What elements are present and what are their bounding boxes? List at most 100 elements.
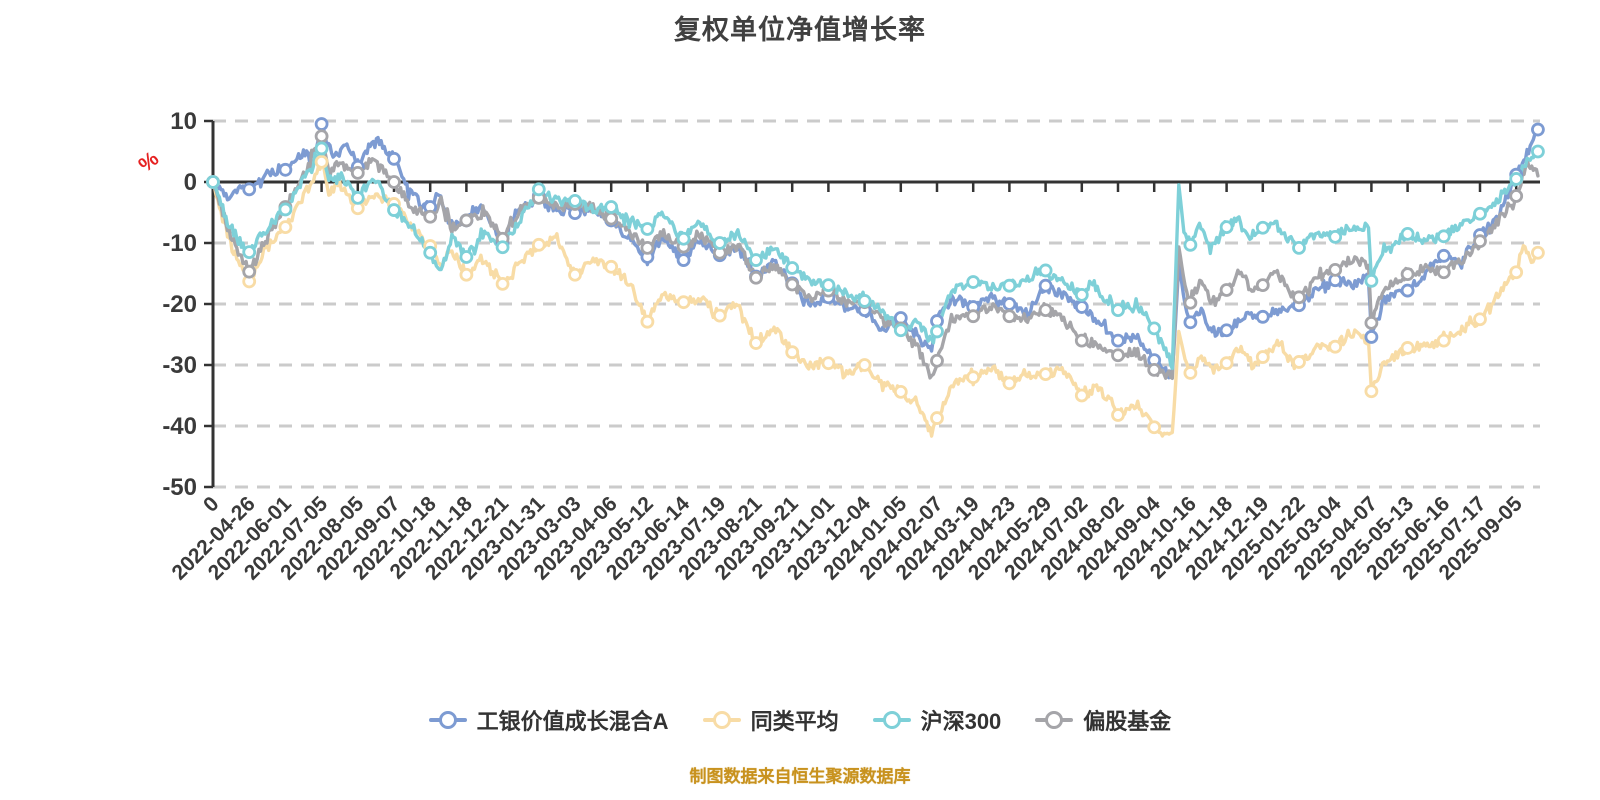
chart-legend: 工银价值成长混合A 同类平均 沪深300 偏股基金 — [0, 704, 1600, 736]
data-point-marker — [604, 211, 619, 226]
data-point-marker — [1111, 348, 1125, 363]
data-point-marker — [423, 209, 438, 224]
data-point-marker — [930, 324, 944, 339]
data-point-marker — [350, 190, 365, 205]
data-point-marker — [1400, 226, 1415, 241]
data-point-marker — [1219, 323, 1234, 338]
data-point-marker — [1364, 316, 1379, 330]
legend-item-2[interactable]: 沪深300 — [872, 704, 1002, 736]
data-point-marker — [531, 237, 546, 252]
y-axis-label: -30 — [162, 352, 197, 379]
data-point-marker — [1473, 234, 1487, 249]
data-point-marker — [1531, 122, 1545, 137]
data-point-marker — [604, 200, 619, 214]
x-axis-label: 0 — [199, 492, 224, 517]
data-point-marker — [1002, 278, 1017, 293]
data-point-marker — [1183, 366, 1198, 380]
data-point-marker — [1531, 245, 1545, 260]
legend-label: 工银价值成长混合A — [476, 709, 669, 734]
data-point-marker — [785, 345, 800, 360]
data-point-marker — [242, 245, 257, 260]
data-point-marker — [1400, 267, 1415, 282]
data-point-marker — [459, 213, 474, 228]
data-point-marker — [1219, 283, 1234, 297]
legend-marker-icon — [1035, 711, 1074, 729]
y-axis-unit-label: % — [134, 147, 163, 177]
data-point-marker — [966, 309, 981, 324]
data-point-marker — [1292, 290, 1306, 305]
data-point-marker — [1436, 265, 1451, 280]
data-point-marker — [1002, 309, 1017, 324]
data-point-marker — [314, 117, 329, 131]
data-point-marker — [1473, 312, 1487, 327]
data-point-marker — [1183, 237, 1198, 252]
data-point-marker — [785, 261, 800, 275]
data-point-marker — [821, 356, 836, 371]
data-point-marker — [1255, 309, 1270, 324]
data-point-marker — [1111, 333, 1125, 348]
y-axis-label: 10 — [170, 108, 197, 135]
data-point-marker — [821, 278, 836, 292]
data-point-marker — [1183, 295, 1198, 310]
data-point-marker — [930, 353, 944, 368]
data-point-marker — [387, 151, 401, 166]
data-point-marker — [1147, 321, 1162, 336]
legend-label: 同类平均 — [750, 709, 839, 734]
data-point-marker — [242, 182, 257, 197]
data-point-marker — [314, 154, 329, 169]
legend-marker-icon — [702, 711, 741, 729]
data-point-marker — [1436, 333, 1451, 348]
data-point-marker — [1219, 356, 1234, 371]
legend-item-1[interactable]: 同类平均 — [702, 704, 839, 736]
data-point-marker — [314, 129, 329, 144]
data-point-marker — [350, 165, 365, 180]
data-point-marker — [1038, 278, 1053, 293]
data-point-marker — [1002, 297, 1017, 311]
y-axis-label: -40 — [162, 413, 197, 440]
data-point-marker — [893, 384, 908, 399]
data-point-marker — [1147, 362, 1162, 377]
y-axis-label: 0 — [184, 169, 197, 196]
legend-label: 沪深300 — [920, 709, 1002, 734]
data-point-marker — [459, 250, 474, 264]
data-point-marker — [1531, 144, 1545, 159]
data-point-marker — [712, 236, 727, 250]
data-point-marker — [1074, 388, 1089, 403]
series-line-2 — [211, 143, 1540, 371]
data-point-marker — [1219, 220, 1234, 235]
data-point-marker — [1509, 189, 1524, 203]
data-point-marker — [314, 141, 329, 156]
data-point-marker — [1364, 384, 1379, 399]
data-point-marker — [1183, 315, 1198, 330]
data-point-marker — [749, 270, 763, 285]
data-point-marker — [1255, 350, 1270, 364]
data-source-note: 制图数据来自恒生聚源数据库 — [689, 767, 911, 786]
data-point-marker — [387, 203, 401, 217]
data-point-marker — [423, 245, 438, 260]
data-point-marker — [1328, 262, 1343, 277]
legend-item-0[interactable]: 工银价值成长混合A — [428, 704, 669, 736]
data-point-marker — [676, 253, 691, 267]
data-point-marker — [1473, 206, 1487, 221]
data-point-marker — [206, 175, 220, 189]
legend-marker-icon — [872, 711, 911, 729]
data-point-marker — [278, 220, 293, 235]
data-point-marker — [640, 314, 655, 329]
data-point-marker — [531, 182, 546, 197]
legend-marker-icon — [428, 711, 467, 729]
data-point-marker — [966, 275, 981, 289]
data-point-marker — [966, 370, 981, 385]
chart-title: 复权单位净值增长率 — [674, 15, 926, 45]
data-point-marker — [1111, 303, 1125, 318]
data-point-marker — [1038, 303, 1053, 318]
data-point-marker — [857, 294, 872, 308]
y-axis-label: -50 — [162, 474, 197, 501]
data-point-marker — [1292, 240, 1306, 255]
series-line-1 — [211, 156, 1540, 438]
y-axis-label: -10 — [162, 230, 197, 257]
data-point-marker — [568, 194, 582, 208]
legend-item-3[interactable]: 偏股基金 — [1035, 704, 1171, 736]
data-point-marker — [640, 222, 655, 236]
